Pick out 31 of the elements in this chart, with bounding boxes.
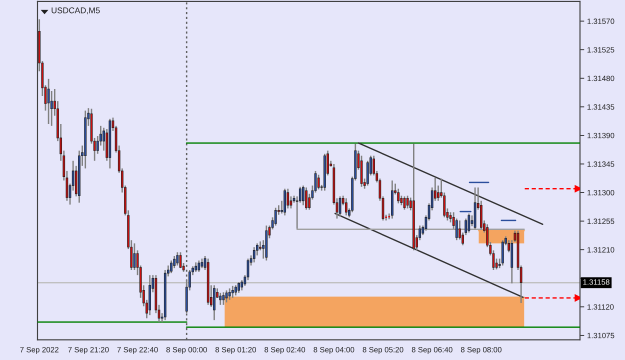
candlestick xyxy=(200,258,204,269)
candlestick xyxy=(501,239,504,266)
candlestick xyxy=(133,242,136,271)
candlestick xyxy=(338,196,342,218)
candlestick xyxy=(240,279,244,292)
candlestick xyxy=(176,252,179,266)
candlestick xyxy=(173,255,176,269)
candlestick xyxy=(170,260,172,274)
candlestick xyxy=(305,186,308,210)
candlestick xyxy=(403,196,406,210)
candlestick xyxy=(219,292,222,306)
candlestick xyxy=(198,260,200,273)
candlestick xyxy=(222,292,225,306)
candlestick xyxy=(225,290,228,304)
candlestick xyxy=(234,284,237,296)
text: USDCAD,M5 xyxy=(52,7,100,14)
candlestick xyxy=(47,78,50,125)
candlestick xyxy=(406,195,409,210)
candlestick xyxy=(274,207,277,226)
candlestick xyxy=(302,184,304,206)
candlestick xyxy=(252,246,256,264)
candlestick xyxy=(284,188,286,216)
candlestick xyxy=(228,288,231,301)
candlestick xyxy=(231,285,234,299)
candlestick xyxy=(213,284,216,321)
candlestick xyxy=(194,262,198,273)
candlestick xyxy=(179,252,182,269)
candlestick xyxy=(290,196,292,210)
candlestick xyxy=(238,281,240,294)
candlestick xyxy=(317,174,320,190)
candlestick xyxy=(344,198,348,216)
